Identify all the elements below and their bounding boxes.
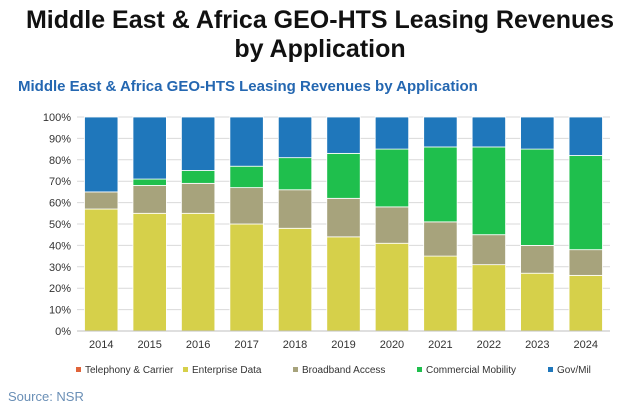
bar-segment — [568, 249, 603, 276]
bar-segment — [132, 116, 167, 180]
bar-segment — [423, 255, 458, 332]
bar-segment — [374, 116, 410, 150]
bar-segment — [84, 116, 119, 193]
x-tick-label: 2019 — [331, 339, 355, 351]
x-tick-label: 2015 — [137, 339, 161, 351]
y-tick-label: 40% — [49, 240, 71, 252]
bar-segment — [423, 116, 458, 148]
bar-segment — [471, 234, 506, 266]
y-tick-label: 60% — [49, 198, 71, 210]
x-tick-label: 2014 — [89, 339, 113, 351]
bar-segment — [84, 208, 119, 332]
bar-segment — [326, 116, 361, 154]
page-title: Middle East & Africa GEO-HTS Leasing Rev… — [0, 6, 640, 64]
page-title-line-1: Middle East & Africa GEO-HTS Leasing Rev… — [25, 6, 615, 34]
y-tick-label: 30% — [49, 262, 71, 274]
source-note: Source: NSR — [8, 389, 84, 404]
bar-segment — [568, 274, 603, 332]
y-tick-label: 20% — [49, 283, 71, 295]
legend-label: Broadband Access — [302, 365, 385, 376]
bar-segment — [374, 148, 410, 208]
bar-segment — [374, 242, 410, 332]
bar-segment — [277, 189, 313, 229]
bar-segment — [132, 212, 167, 332]
bar-segment — [374, 206, 410, 244]
y-tick-label: 10% — [49, 305, 71, 317]
bar-segment — [277, 116, 313, 159]
bar-segment — [568, 155, 603, 251]
legend-label: Commercial Mobility — [426, 365, 516, 376]
bar-segment — [229, 116, 264, 167]
bar-segment — [181, 182, 216, 214]
legend-label: Telephony & Carrier — [85, 365, 174, 376]
legend-swatch — [183, 367, 188, 372]
x-tick-label: 2023 — [525, 339, 549, 351]
bar-segment — [471, 146, 506, 236]
page-title-line-2: by Application — [234, 35, 406, 63]
bar-segment — [423, 146, 458, 223]
bar-segment — [423, 221, 458, 257]
bar-segment — [471, 116, 506, 148]
bar-segment — [568, 116, 603, 156]
bar-segment — [277, 157, 313, 191]
y-tick-label: 0% — [55, 326, 71, 338]
bar-segment — [132, 185, 167, 214]
y-tick-label: 100% — [43, 112, 71, 124]
x-tick-label: 2024 — [574, 339, 598, 351]
x-tick-label: 2020 — [380, 339, 404, 351]
x-tick-label: 2022 — [477, 339, 501, 351]
bar-segment — [326, 236, 361, 332]
legend-swatch — [548, 367, 553, 372]
bar-segment — [84, 191, 119, 210]
y-tick-label: 80% — [49, 155, 71, 167]
x-tick-label: 2018 — [283, 339, 307, 351]
bar-segment — [520, 148, 555, 246]
x-tick-label: 2017 — [234, 339, 258, 351]
legend-swatch — [293, 367, 298, 372]
bar-segment — [520, 272, 555, 332]
bar-segment — [326, 197, 361, 238]
bar-segment — [229, 165, 264, 189]
bar-segment — [181, 170, 216, 184]
bar-segment — [181, 116, 216, 171]
legend-label: Gov/Mil — [557, 365, 591, 376]
bar-segment — [229, 187, 264, 225]
bar-segment — [277, 227, 313, 332]
legend-swatch — [76, 367, 81, 372]
x-tick-label: 2021 — [428, 339, 452, 351]
legend-swatch — [417, 367, 422, 372]
bar-segment — [132, 178, 167, 186]
bar-segment — [229, 223, 264, 332]
bar-segment — [181, 212, 216, 332]
y-tick-label: 90% — [49, 133, 71, 145]
chart-title: Middle East & Africa GEO-HTS Leasing Rev… — [18, 78, 478, 95]
bar-segment — [471, 264, 506, 332]
bar-segment — [326, 152, 361, 199]
legend-label: Enterprise Data — [192, 365, 262, 376]
y-tick-label: 70% — [49, 176, 71, 188]
y-tick-label: 50% — [49, 219, 71, 231]
bar-segment — [520, 116, 555, 150]
bar-segment — [520, 244, 555, 274]
x-tick-label: 2016 — [186, 339, 210, 351]
